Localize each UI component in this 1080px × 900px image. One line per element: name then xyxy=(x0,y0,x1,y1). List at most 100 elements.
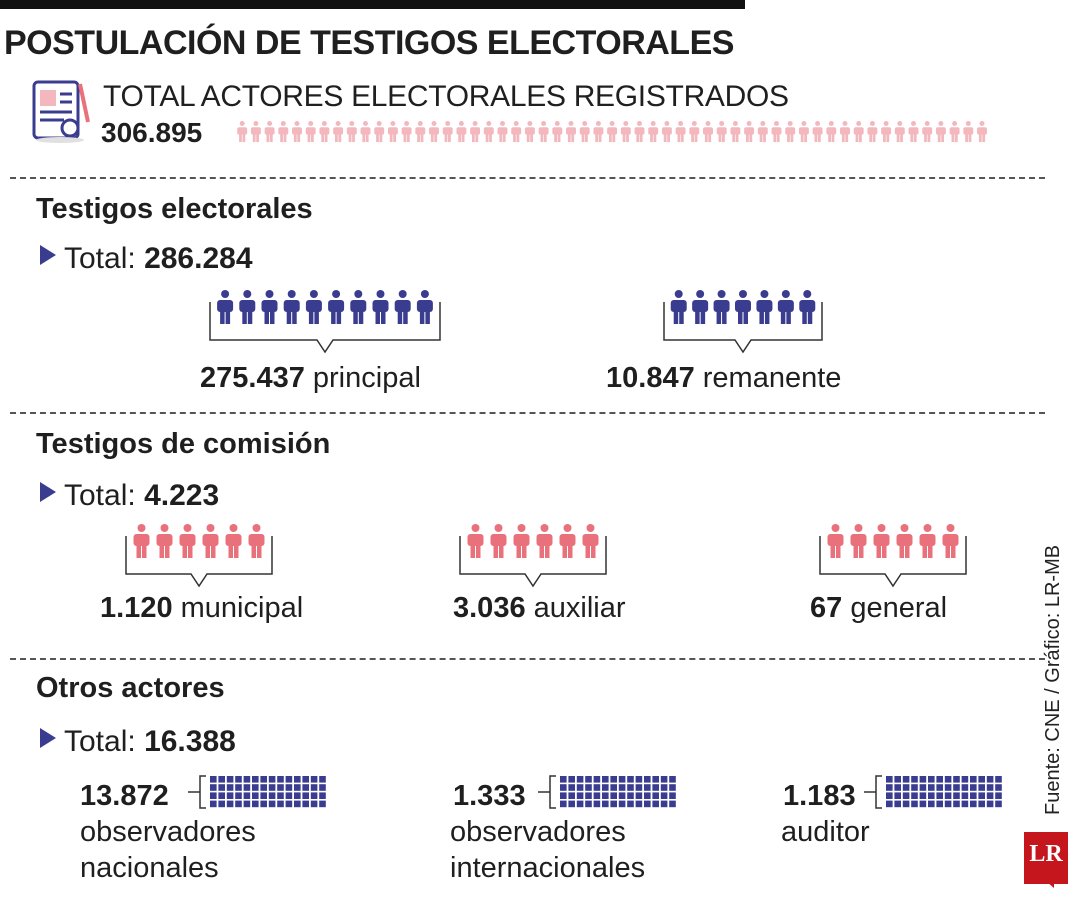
grid-cell xyxy=(302,800,309,808)
grid-cell xyxy=(961,784,969,791)
grid-cell xyxy=(944,776,952,783)
group-remanente: 10.847 remanente xyxy=(606,362,841,395)
grid-cell xyxy=(978,776,985,783)
grid-cell xyxy=(978,784,985,791)
label-auditor: auditor xyxy=(781,816,870,848)
grid-cell xyxy=(995,800,1002,808)
total-prefix: Total: xyxy=(64,242,136,275)
grid-cell xyxy=(593,792,601,799)
group-label: municipal xyxy=(180,592,304,624)
person-icon xyxy=(442,121,453,143)
person-icon xyxy=(264,121,275,143)
person-icon xyxy=(513,524,530,558)
grid-cell xyxy=(218,784,225,791)
person-icon xyxy=(798,121,809,143)
grid-icon-observadores-nacionales xyxy=(188,775,326,809)
grid-cell xyxy=(235,776,242,783)
person-icon xyxy=(867,121,878,143)
grid-cell xyxy=(210,800,217,808)
person-icon xyxy=(305,121,316,143)
person-icon xyxy=(237,121,248,143)
person-icon xyxy=(524,121,535,143)
grid-cell xyxy=(260,792,267,799)
grid-cell xyxy=(652,792,659,799)
person-icon xyxy=(483,121,494,143)
grid-cell xyxy=(243,792,251,799)
person-icon xyxy=(908,121,919,143)
grid-cell xyxy=(936,792,943,799)
person-icon xyxy=(744,121,755,143)
grid-cell xyxy=(218,776,225,783)
group-value: 3.036 xyxy=(453,592,526,624)
grid-cell xyxy=(226,800,234,808)
people-callout-municipal xyxy=(125,524,273,588)
person-icon xyxy=(511,121,522,143)
section-title-testigos-electorales: Testigos electorales xyxy=(36,193,313,225)
grid-cell xyxy=(602,792,609,799)
person-icon xyxy=(735,290,751,324)
person-icon xyxy=(387,121,398,143)
grid-cell xyxy=(894,776,901,783)
person-icon xyxy=(942,524,959,558)
grid-cell xyxy=(894,784,901,791)
person-icon xyxy=(840,121,850,143)
group-label: remanente xyxy=(702,362,842,394)
person-icon xyxy=(372,290,389,324)
top-bar xyxy=(0,0,745,9)
grid-cell xyxy=(618,800,626,808)
person-icon xyxy=(394,290,411,324)
person-icon xyxy=(470,121,481,143)
total-otros-actores: Total: 16.388 xyxy=(40,725,236,759)
person-icon xyxy=(593,121,604,143)
person-icon xyxy=(333,121,344,143)
person-icon xyxy=(703,121,713,143)
grid-cell xyxy=(260,800,267,808)
section-title-otros-actores: Otros actores xyxy=(36,672,225,704)
person-icon xyxy=(559,524,576,558)
grid-cell xyxy=(268,800,276,808)
grid-cell xyxy=(576,776,584,783)
section-title-testigos-comision: Testigos de comisión xyxy=(36,428,331,460)
person-icon xyxy=(894,121,905,143)
grid-cell xyxy=(294,800,301,808)
total-value: 286.284 xyxy=(144,242,253,275)
person-icon xyxy=(538,121,549,143)
person-icon xyxy=(536,524,553,558)
grid-cell xyxy=(953,792,960,799)
grid-cell xyxy=(576,784,584,791)
total-value: 4.223 xyxy=(144,479,220,512)
grid-cell xyxy=(919,784,927,791)
grid-cell xyxy=(277,792,284,799)
grid-cell xyxy=(568,784,575,791)
grid-cell xyxy=(560,800,567,808)
people-callout-remanente xyxy=(663,290,823,354)
grid-cell xyxy=(978,800,985,808)
person-icon xyxy=(305,290,322,324)
grid-cell xyxy=(995,784,1002,791)
grid-icon-observadores-internacionales xyxy=(538,775,676,809)
grid-cell xyxy=(310,784,318,791)
total-value: 16.388 xyxy=(144,725,236,758)
grid-cell xyxy=(260,776,267,783)
grid-cell xyxy=(302,792,309,799)
grid-cell xyxy=(218,792,225,799)
grid-cell xyxy=(986,800,994,808)
grid-cell xyxy=(226,776,234,783)
person-icon xyxy=(552,121,563,143)
grid-cell xyxy=(602,800,609,808)
grid-cell xyxy=(911,792,918,799)
person-icon xyxy=(919,524,936,558)
grid-cell xyxy=(902,792,910,799)
grid-cell xyxy=(252,784,259,791)
grid-cell xyxy=(635,792,643,799)
person-icon xyxy=(248,524,265,558)
grid-cell xyxy=(319,776,326,783)
grid-cell xyxy=(902,800,910,808)
grid-cell xyxy=(919,776,927,783)
group-value: 67 xyxy=(810,592,843,624)
grid-cell xyxy=(669,800,676,808)
group-general: 67 general xyxy=(810,592,947,625)
grid-cell xyxy=(268,792,276,799)
people-callout-general xyxy=(819,524,967,588)
grid-cell xyxy=(911,800,918,808)
